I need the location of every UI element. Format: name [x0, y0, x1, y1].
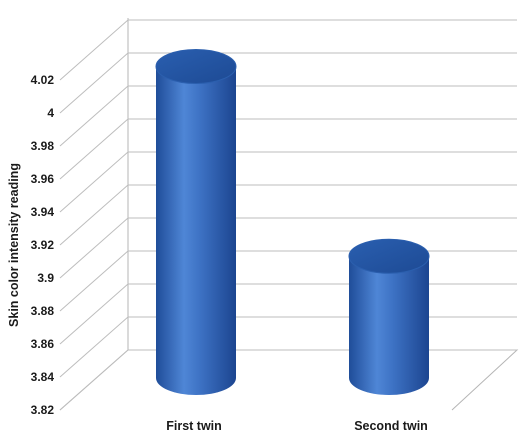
y-tick-label: 3.9: [37, 271, 54, 285]
gridline: [59, 250, 517, 312]
y-tick-label: 3.96: [31, 172, 55, 186]
plot-walls: [59, 18, 519, 411]
gridlines: [59, 19, 517, 411]
y-tick-label: 3.86: [31, 337, 55, 351]
gridline: [59, 217, 517, 279]
bar: [348, 238, 430, 395]
gridline: [59, 349, 517, 411]
y-axis-ticks: 3.82 3.84 3.86 3.88 3.9 3.92 3.94 3.96 3.98 4 4.02: [31, 73, 55, 417]
x-tick-label: First twin: [166, 419, 222, 433]
bar-top: [348, 238, 430, 274]
gridline: [59, 151, 517, 213]
bar-body: [156, 66, 236, 395]
y-tick-label: 3.88: [31, 304, 55, 318]
gridline: [59, 316, 517, 378]
y-tick-label: 4.02: [31, 73, 55, 87]
y-tick-label: 3.84: [31, 370, 55, 384]
floor-outline: [59, 349, 519, 411]
y-tick-label: 4: [47, 106, 54, 120]
bar: [155, 49, 237, 395]
y-tick-label: 3.94: [31, 205, 55, 219]
x-axis-labels: First twin Second twin: [166, 419, 428, 433]
gridline: [59, 283, 517, 345]
gridline: [59, 118, 517, 180]
gridline: [59, 19, 517, 81]
y-tick-label: 3.92: [31, 238, 55, 252]
gridline: [59, 52, 517, 114]
bars: [155, 49, 430, 395]
x-tick-label: Second twin: [354, 419, 428, 433]
gridline: [59, 184, 517, 246]
bar-body: [349, 256, 429, 395]
y-tick-label: 3.82: [31, 403, 55, 417]
y-axis-title: Skin color intensity reading: [7, 163, 21, 327]
y-tick-label: 3.98: [31, 139, 55, 153]
gridline: [59, 85, 517, 147]
bar-top: [155, 49, 237, 84]
